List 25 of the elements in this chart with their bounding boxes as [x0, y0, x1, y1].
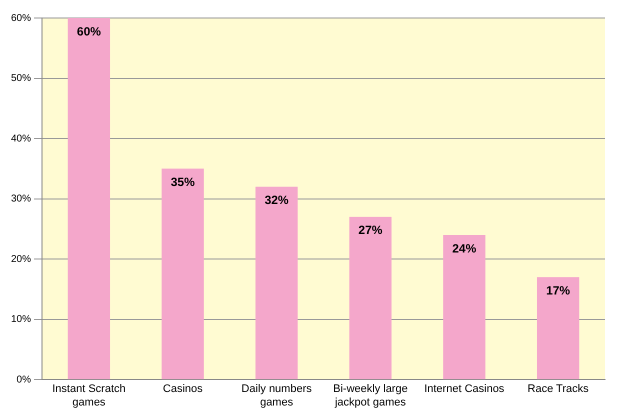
bar [443, 234, 486, 380]
data-label: 60% [76, 24, 102, 38]
data-label: 17% [546, 283, 570, 298]
bar [536, 277, 580, 380]
bar [162, 168, 204, 380]
data-label: 32% [264, 193, 289, 208]
x-tick-label: Internet Casinos [424, 383, 505, 396]
bar [255, 186, 298, 380]
x-tick-label: Casinos [162, 383, 204, 396]
x-tick-label: Instant Scratch games [52, 383, 126, 408]
y-tick-label: 10% [11, 314, 32, 326]
data-label: 35% [170, 174, 196, 189]
y-tick-label: 60% [11, 12, 32, 24]
y-tick-label: 50% [11, 73, 32, 84]
y-tick-label: 20% [11, 254, 32, 265]
y-tick-label: 0% [16, 374, 32, 386]
x-tick-label: Daily numbers games [241, 383, 312, 408]
data-label: 24% [452, 241, 477, 256]
x-tick-label: Race Tracks [528, 383, 590, 396]
data-label: 27% [358, 223, 383, 238]
y-tick-label: 30% [11, 194, 32, 205]
bar [68, 18, 110, 380]
bar [349, 216, 392, 380]
y-tick-label: 40% [11, 133, 32, 144]
x-tick-label: Bi-weekly large jackpot games [333, 383, 408, 408]
